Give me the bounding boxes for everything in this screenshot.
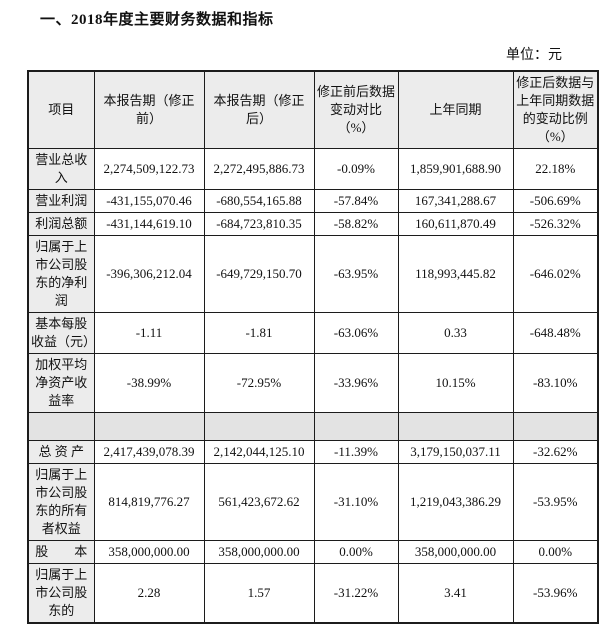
row-label: 基本每股收益（元） (27, 312, 95, 354)
table-row-operating-profit: 营业利润 -431,155,070.46 -680,554,165.88 -57… (27, 189, 599, 213)
cell-value: -72.95% (203, 353, 315, 413)
cell-value: -63.95% (313, 235, 399, 313)
cell-value: -31.10% (313, 463, 399, 541)
cell-value: -58.82% (313, 212, 399, 236)
cell-value: -31.22% (313, 563, 399, 624)
cell-value: -649,729,150.70 (203, 235, 315, 313)
row-label: 营业利润 (27, 189, 95, 213)
table-row-net-profit-attributable: 归属于上市公司股东的净利润 -396,306,212.04 -649,729,1… (27, 235, 599, 313)
cell-value: -1.11 (93, 312, 205, 354)
row-label: 股 本 (27, 540, 95, 564)
table-row-total-profit: 利润总额 -431,144,619.10 -684,723,810.35 -58… (27, 212, 599, 236)
cell-value: 160,611,870.49 (397, 212, 514, 236)
cell-value: -526.32% (512, 212, 599, 236)
table-row-weighted-avg-roe: 加权平均净资产收益率 -38.99% -72.95% -33.96% 10.15… (27, 353, 599, 413)
cell-value: 2,417,439,078.39 (93, 440, 205, 464)
cell-value: -396,306,212.04 (93, 235, 205, 313)
table-row-total-revenue: 营业总收入 2,274,509,122.73 2,272,495,886.73 … (27, 148, 599, 190)
cell-value: -680,554,165.88 (203, 189, 315, 213)
cell-value: 358,000,000.00 (93, 540, 205, 564)
cell-value: 22.18% (512, 148, 599, 190)
empty-cell (27, 412, 95, 441)
cell-value: 358,000,000.00 (397, 540, 514, 564)
cell-value: 2,274,509,122.73 (93, 148, 205, 190)
cell-value: -506.69% (512, 189, 599, 213)
cell-value: 1,219,043,386.29 (397, 463, 514, 541)
cell-value: 2.28 (93, 563, 205, 624)
cell-value: 0.00% (313, 540, 399, 564)
cell-value: 358,000,000.00 (203, 540, 315, 564)
cell-value: 0.00% (512, 540, 599, 564)
cell-value: -431,144,619.10 (93, 212, 205, 236)
cell-value: -431,155,070.46 (93, 189, 205, 213)
row-label: 加权平均净资产收益率 (27, 353, 95, 413)
financial-data-table: 项目 本报告期（修正前） 本报告期（修正后） 修正前后数据变动对比（%） 上年同… (27, 70, 599, 624)
empty-cell (93, 412, 205, 441)
cell-value: 1,859,901,688.90 (397, 148, 514, 190)
cell-value: 2,272,495,886.73 (203, 148, 315, 190)
col-header-item: 项目 (27, 70, 95, 149)
empty-cell (397, 412, 514, 441)
unit-label: 单位：元 (506, 48, 562, 63)
row-label: 利润总额 (27, 212, 95, 236)
row-label: 总 资 产 (27, 440, 95, 464)
cell-value: -646.02% (512, 235, 599, 313)
col-header-period-after: 本报告期（修正后） (203, 70, 315, 149)
cell-value: -11.39% (313, 440, 399, 464)
table-row-share-capital: 股 本 358,000,000.00 358,000,000.00 0.00% … (27, 540, 599, 564)
cell-value: 3.41 (397, 563, 514, 624)
page-title: 一、2018年度主要财务数据和指标 (40, 12, 274, 28)
cell-value: 561,423,672.62 (203, 463, 315, 541)
empty-cell (203, 412, 315, 441)
cell-value: -32.62% (512, 440, 599, 464)
header-row: 项目 本报告期（修正前） 本报告期（修正后） 修正前后数据变动对比（%） 上年同… (27, 70, 599, 149)
cell-value: -63.06% (313, 312, 399, 354)
row-label: 归属于上市公司股东的净利润 (27, 235, 95, 313)
col-header-period-before: 本报告期（修正前） (93, 70, 205, 149)
empty-cell (313, 412, 399, 441)
table-row-total-assets: 总 资 产 2,417,439,078.39 2,142,044,125.10 … (27, 440, 599, 464)
empty-cell (512, 412, 599, 441)
cell-value: -83.10% (512, 353, 599, 413)
cell-value: 167,341,288.67 (397, 189, 514, 213)
col-header-change-pct: 修正前后数据变动对比（%） (313, 70, 399, 149)
table-row-per-share-attributable-cutoff: 归属于上市公司股东的 2.28 1.57 -31.22% 3.41 -53.96… (27, 563, 599, 624)
cell-value: -38.99% (93, 353, 205, 413)
cell-value: 2,142,044,125.10 (203, 440, 315, 464)
cell-value: 3,179,150,037.11 (397, 440, 514, 464)
cell-value: -33.96% (313, 353, 399, 413)
cell-value: 10.15% (397, 353, 514, 413)
cell-value: 118,993,445.82 (397, 235, 514, 313)
col-header-prior-year: 上年同期 (397, 70, 514, 149)
cell-value: -53.96% (512, 563, 599, 624)
col-header-vs-prior-pct: 修正后数据与上年同期数据的变动比例（%） (512, 70, 599, 149)
row-label: 营业总收入 (27, 148, 95, 190)
cell-value: 0.33 (397, 312, 514, 354)
cell-value: -648.48% (512, 312, 599, 354)
table-row-basic-eps: 基本每股收益（元） -1.11 -1.81 -63.06% 0.33 -648.… (27, 312, 599, 354)
cell-value: -1.81 (203, 312, 315, 354)
row-label: 归属于上市公司股东的 (27, 563, 95, 624)
separator-row (27, 412, 599, 441)
table-header: 项目 本报告期（修正前） 本报告期（修正后） 修正前后数据变动对比（%） 上年同… (27, 70, 599, 149)
cell-value: -0.09% (313, 148, 399, 190)
cell-value: -57.84% (313, 189, 399, 213)
cell-value: -684,723,810.35 (203, 212, 315, 236)
cell-value: 1.57 (203, 563, 315, 624)
